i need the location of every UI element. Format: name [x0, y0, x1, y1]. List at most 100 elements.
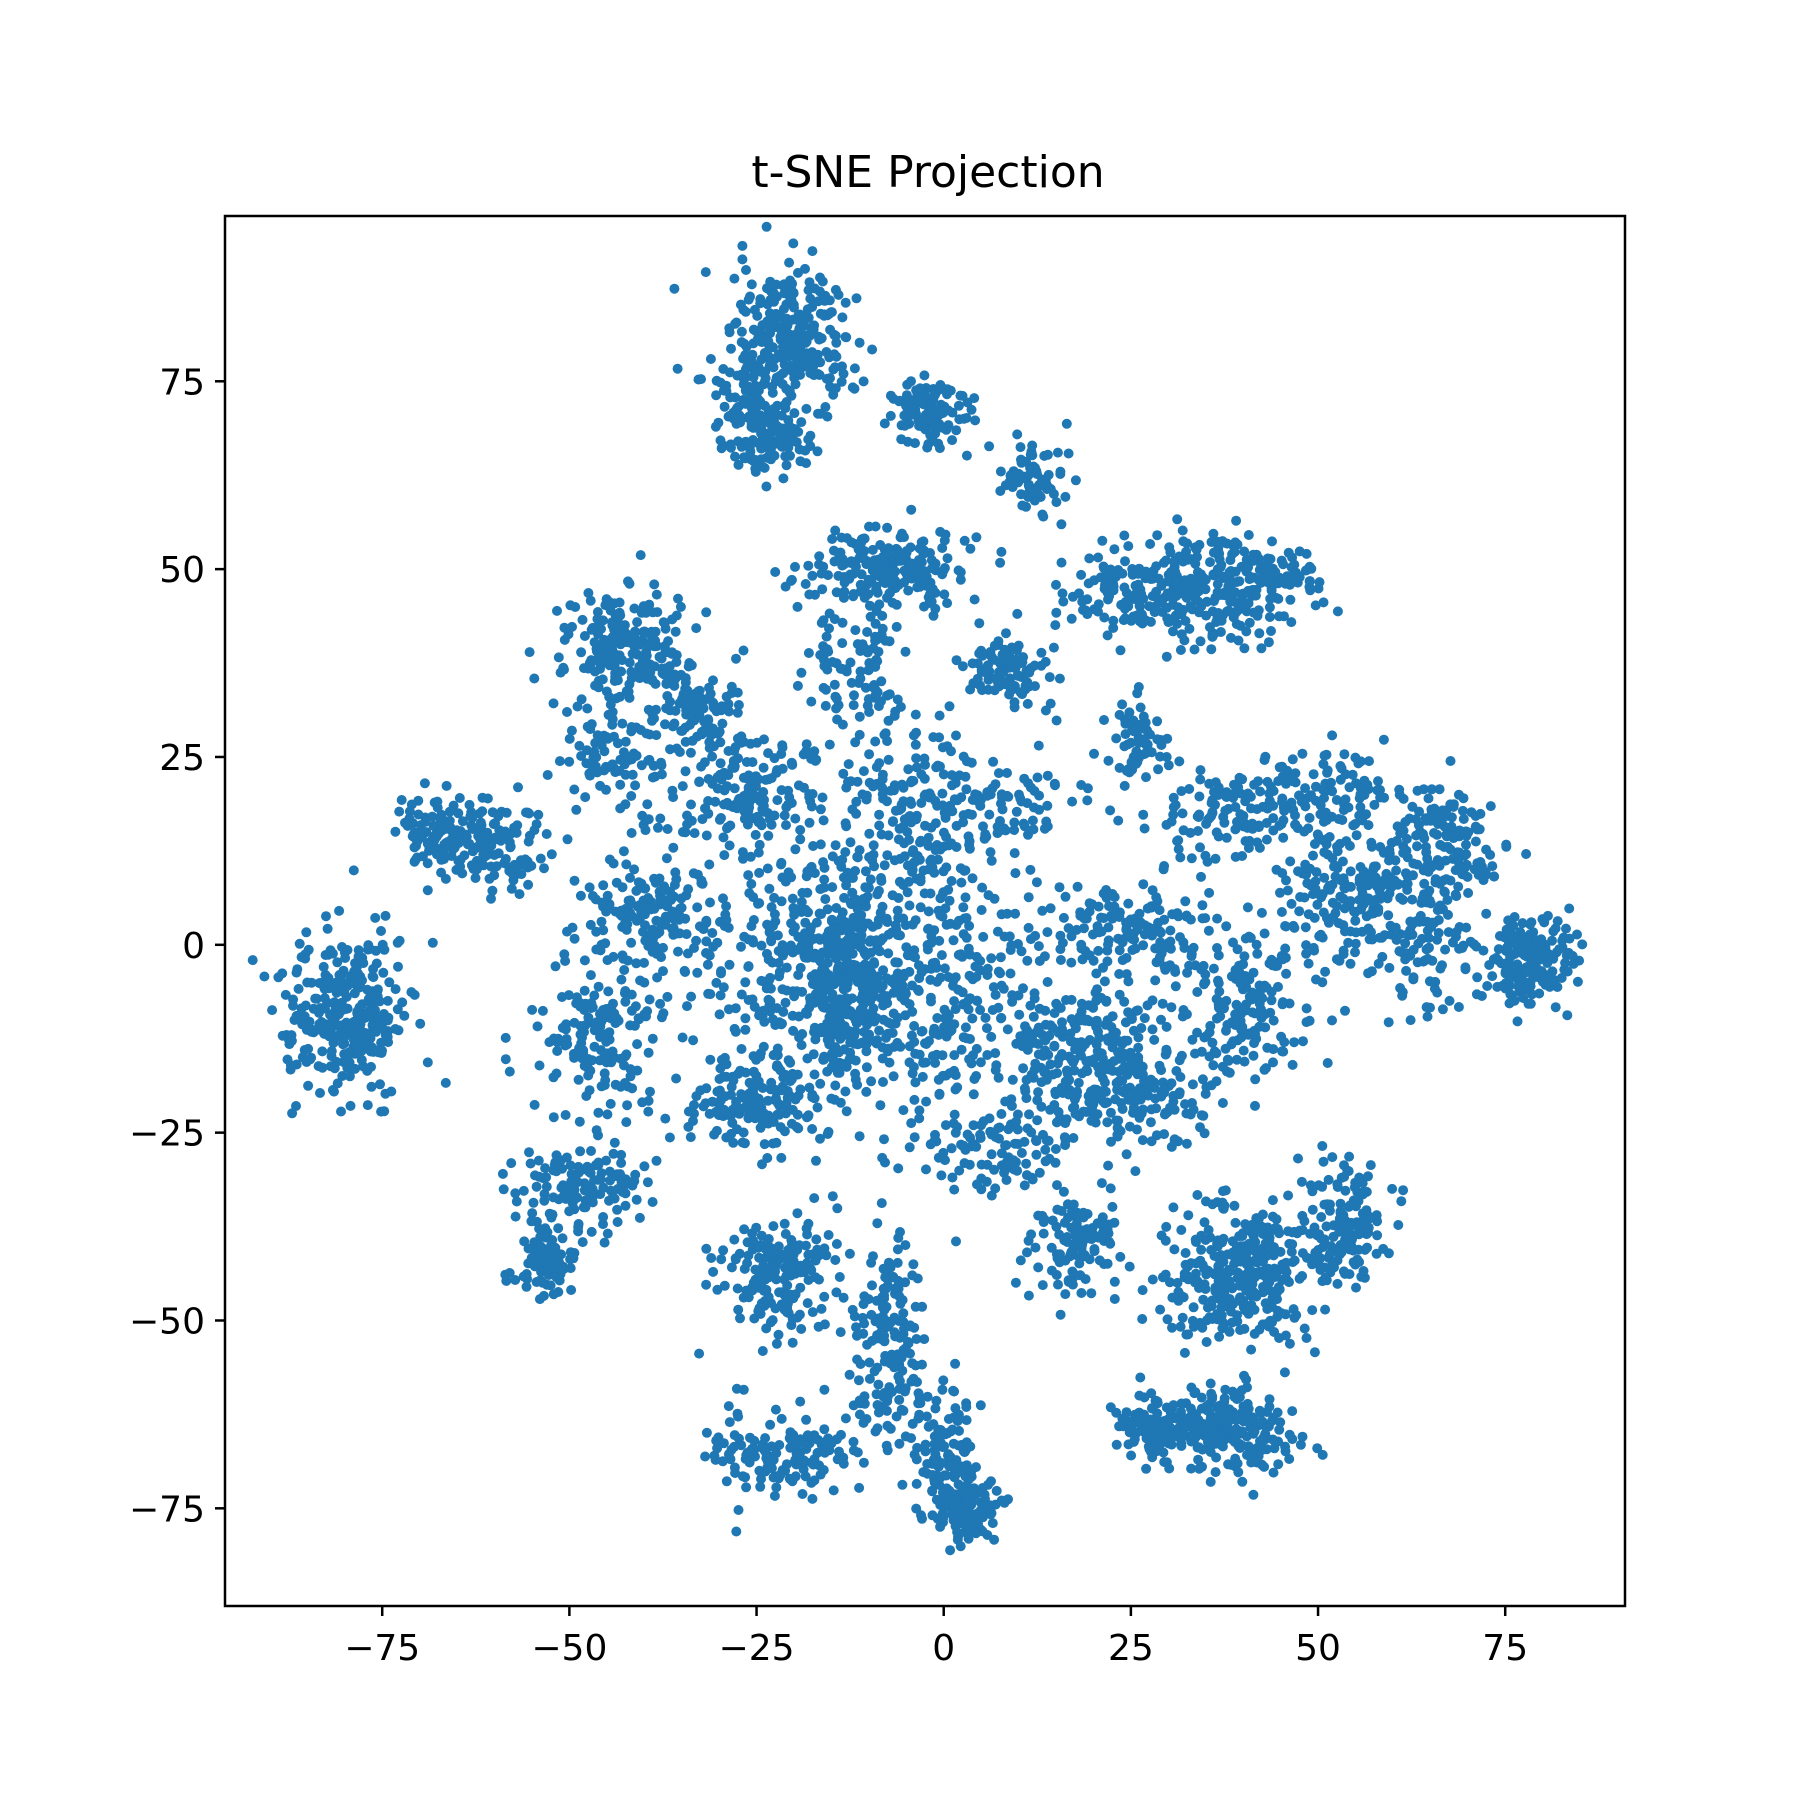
data-point — [574, 1116, 585, 1127]
data-point — [754, 867, 765, 878]
data-point — [989, 640, 1000, 651]
data-point — [875, 540, 886, 550]
data-point — [757, 1159, 767, 1170]
data-point — [362, 1100, 373, 1111]
data-point — [316, 978, 327, 989]
data-point — [671, 743, 682, 754]
data-point — [959, 535, 970, 546]
data-point — [809, 1069, 820, 1080]
data-point — [778, 368, 789, 379]
data-point — [582, 703, 593, 714]
data-point — [639, 626, 650, 637]
data-point — [319, 993, 330, 1004]
data-point — [1285, 594, 1296, 605]
data-point — [817, 992, 828, 1003]
data-point — [676, 893, 687, 904]
data-point — [721, 915, 732, 925]
data-point — [286, 1035, 297, 1046]
data-point — [1244, 617, 1255, 628]
data-point — [379, 1106, 390, 1117]
data-point — [332, 1078, 343, 1089]
data-point — [1359, 775, 1370, 786]
data-point — [461, 831, 472, 842]
data-point — [637, 1097, 648, 1108]
data-point — [947, 435, 958, 446]
data-point — [1266, 626, 1276, 636]
data-point — [819, 310, 830, 321]
data-point — [904, 900, 915, 911]
data-point — [741, 757, 752, 767]
data-point — [914, 543, 925, 554]
data-point — [1031, 877, 1042, 888]
data-point — [937, 543, 948, 553]
data-point — [698, 703, 709, 714]
data-point — [841, 993, 851, 1003]
data-point — [1029, 1064, 1040, 1075]
data-point — [854, 337, 865, 348]
data-point — [647, 607, 658, 618]
data-point — [776, 749, 787, 759]
data-point — [863, 694, 874, 705]
data-point — [711, 1106, 721, 1117]
data-point — [761, 221, 772, 232]
data-point — [582, 721, 593, 732]
data-point — [857, 982, 868, 993]
data-point — [950, 1084, 961, 1095]
data-point — [1261, 834, 1272, 845]
data-point — [433, 829, 444, 839]
data-point — [937, 1050, 948, 1061]
data-point — [803, 947, 814, 958]
data-point — [792, 680, 803, 691]
data-point — [627, 1083, 638, 1094]
data-point — [763, 830, 774, 841]
data-point — [712, 1086, 723, 1097]
data-point — [977, 882, 988, 893]
data-point — [470, 873, 481, 883]
data-point — [1113, 815, 1124, 826]
data-point — [584, 657, 595, 668]
data-point — [596, 624, 606, 634]
data-point — [542, 770, 553, 780]
data-point — [877, 774, 888, 785]
data-point — [705, 897, 715, 908]
data-point — [1060, 491, 1071, 502]
data-point — [1161, 602, 1172, 613]
data-point — [596, 740, 607, 751]
data-point — [719, 401, 730, 412]
data-point — [874, 599, 885, 610]
data-point — [837, 554, 848, 564]
data-point — [921, 571, 932, 582]
data-point — [882, 850, 893, 861]
data-point — [951, 655, 962, 666]
data-point — [448, 828, 459, 838]
data-point — [967, 1013, 978, 1024]
data-point — [1231, 577, 1242, 587]
data-point — [1172, 908, 1183, 919]
data-point — [571, 804, 582, 815]
data-point — [1021, 1074, 1032, 1085]
data-point — [615, 803, 626, 814]
data-point — [906, 376, 916, 387]
data-point — [798, 749, 809, 760]
data-point — [1319, 750, 1330, 761]
data-point — [996, 546, 1007, 557]
data-point — [854, 711, 865, 722]
data-point — [830, 840, 841, 851]
data-point — [867, 344, 878, 355]
data-point — [1278, 832, 1289, 843]
data-point — [839, 577, 850, 588]
data-point — [529, 1099, 540, 1110]
data-point — [724, 367, 735, 378]
data-point — [487, 885, 498, 896]
data-point — [745, 356, 756, 367]
data-point — [500, 1032, 511, 1043]
data-point — [1051, 998, 1062, 1009]
data-point — [514, 889, 525, 900]
data-point — [855, 538, 866, 549]
data-point — [1318, 816, 1329, 827]
data-point — [971, 795, 982, 806]
data-point — [741, 265, 751, 275]
data-point — [807, 1092, 818, 1103]
data-point — [686, 815, 697, 826]
data-point — [726, 442, 736, 453]
